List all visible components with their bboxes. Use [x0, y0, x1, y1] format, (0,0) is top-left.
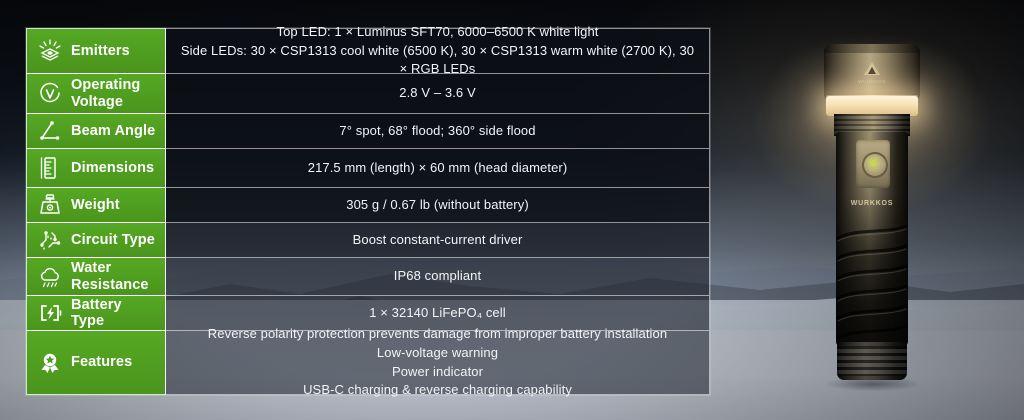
row-label-text: Emitters	[71, 42, 130, 59]
row-label-text: Features	[71, 354, 133, 371]
row-label-text: Water Resistance	[71, 260, 149, 293]
row-value-features: Reverse polarity protection prevents dam…	[166, 326, 710, 397]
rain-cloud-icon	[37, 264, 63, 290]
row-label-water-resistance: Water Resistance	[26, 258, 166, 296]
value-line: 2.8 V – 3.6 V	[399, 85, 476, 101]
tail-cap-grooves	[837, 346, 907, 376]
value-line: Reverse polarity protection prevents dam…	[207, 325, 668, 341]
flashlight-product-image: WURKKOS WURKKOS	[692, 14, 1024, 394]
flashlight-neck	[834, 114, 910, 136]
value-line: USB-C charging & reverse charging capabi…	[303, 382, 572, 398]
power-indicator-led	[870, 160, 876, 166]
side-led-band	[826, 96, 918, 116]
row-label-battery-type: Battery Type	[26, 296, 166, 331]
value-line: IP68 compliant	[393, 268, 482, 284]
flashlight-tail-cap	[837, 342, 907, 380]
value-line: Top LED: 1 × Luminus SFT70, 6000–6500 K …	[276, 23, 599, 39]
row-label-text: Operating Voltage	[71, 77, 141, 110]
row-label-beam-angle: Beam Angle	[26, 114, 166, 149]
ruler-icon	[37, 155, 63, 181]
value-line: 217.5 mm (length) × 60 mm (head diameter…	[307, 159, 568, 175]
table-row: Operating Voltage 2.8 V – 3.6 V	[26, 74, 710, 114]
row-label-dimensions: Dimensions	[26, 149, 166, 188]
row-value-water-resistance: IP68 compliant	[166, 258, 710, 296]
table-row: Dimensions 217.5 mm (length) × 60 mm (he…	[26, 149, 710, 188]
row-label-emitters: Emitters	[26, 28, 166, 74]
table-row: Weight 305 g / 0.67 lb (without battery)	[26, 188, 710, 223]
table-row: Water Resistance IP68 compliant	[26, 258, 710, 296]
value-line: 7° spot, 68° flood; 360° side flood	[339, 122, 536, 138]
body-brand-label: WURKKOS	[850, 200, 894, 207]
value-line: Power indicator	[391, 363, 484, 379]
emitter-icon	[37, 38, 63, 64]
table-row: Features Reverse polarity protection pre…	[26, 326, 710, 397]
scale-icon	[37, 192, 63, 218]
knurling-grip	[836, 224, 908, 344]
row-label-features: Features	[26, 331, 166, 395]
row-label-circuit-type: Circuit Type	[26, 223, 166, 258]
row-label-text: Circuit Type	[71, 231, 155, 248]
head-brand-label: WURKKOS	[858, 79, 886, 84]
row-label-text: Battery Type	[71, 296, 122, 329]
value-line: 1 × 32140 LiFePO₄ cell	[369, 304, 506, 320]
value-line: 305 g / 0.67 lb (without battery)	[346, 196, 529, 212]
table-row: Emitters Top LED: 1 × Luminus SFT70, 600…	[26, 24, 710, 76]
voltage-icon	[37, 81, 63, 107]
specification-table: Emitters Top LED: 1 × Luminus SFT70, 600…	[26, 24, 710, 397]
flashlight-head-bezel	[824, 44, 920, 53]
battery-bolt-icon	[37, 300, 63, 326]
beam-angle-icon	[37, 118, 63, 144]
row-value-operating-voltage: 2.8 V – 3.6 V	[166, 74, 710, 114]
flashlight-neck-fins	[834, 114, 910, 136]
warning-triangle-inner	[868, 67, 876, 74]
award-icon	[37, 350, 63, 376]
value-line: Boost constant-current driver	[352, 231, 523, 247]
table-row: Battery Type 1 × 32140 LiFePO₄ cell	[26, 296, 710, 331]
row-value-beam-angle: 7° spot, 68° flood; 360° side flood	[166, 114, 710, 149]
row-label-operating-voltage: Operating Voltage	[26, 74, 166, 114]
row-label-text: Beam Angle	[71, 122, 156, 139]
row-value-weight: 305 g / 0.67 lb (without battery)	[166, 188, 710, 223]
table-row: Circuit Type Boost constant-current driv…	[26, 223, 710, 258]
circuit-icon	[37, 227, 63, 253]
row-value-dimensions: 217.5 mm (length) × 60 mm (head diameter…	[166, 149, 710, 188]
value-line: Side LEDs: 30 × CSP1313 cool white (6500…	[180, 42, 695, 77]
row-value-battery-type: 1 × 32140 LiFePO₄ cell	[166, 296, 710, 331]
row-label-text: Dimensions	[71, 159, 155, 176]
table-row: Beam Angle 7° spot, 68° flood; 360° side…	[26, 114, 710, 149]
row-value-emitters: Top LED: 1 × Luminus SFT70, 6000–6500 K …	[166, 24, 710, 76]
row-value-circuit-type: Boost constant-current driver	[166, 223, 710, 258]
value-line: Low-voltage warning	[376, 344, 499, 360]
row-label-text: Weight	[71, 196, 120, 213]
row-label-weight: Weight	[26, 188, 166, 223]
